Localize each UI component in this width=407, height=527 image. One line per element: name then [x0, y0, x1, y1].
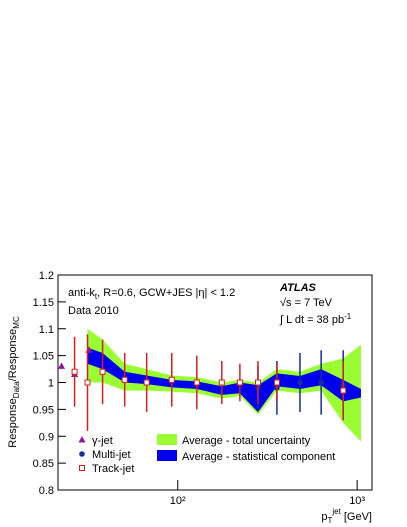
y-tick-label: 0.9: [39, 431, 54, 443]
point: [297, 379, 303, 386]
x-axis-label: pTjet [GeV]: [321, 507, 372, 525]
point: [84, 379, 91, 386]
point: [58, 362, 66, 369]
legend-item: γ-jet: [78, 435, 113, 447]
marks: [58, 334, 347, 431]
y-tick-label: 0.95: [33, 404, 54, 416]
legend-label: γ-jet: [92, 435, 113, 447]
legend-swatch: [157, 450, 177, 461]
x-tick-label: 10²: [170, 495, 186, 507]
point: [340, 387, 347, 394]
annotation: Data 2010: [68, 305, 119, 317]
legend-label: Average - total uncertainty: [182, 435, 311, 447]
experiment-label: ATLAS: [279, 282, 317, 294]
y-tick-label: 1.2: [39, 270, 54, 282]
legend-marker: [79, 465, 85, 471]
point: [254, 379, 261, 386]
legend-label: Track-jet: [92, 463, 134, 475]
annotation: ∫ L dt = 38 pb-1: [279, 312, 352, 326]
point: [121, 376, 128, 383]
annotation: anti-kt, R=0.6, GCW+JES |η| < 1.2: [68, 287, 235, 301]
y-tick-label: 1: [48, 378, 54, 390]
legend-swatch: [157, 434, 177, 445]
point: [236, 379, 243, 386]
y-axis-label: ResponseData/ResponseMC: [7, 316, 21, 448]
legend-item: Track-jet: [79, 463, 134, 475]
y-tick-label: 1.1: [39, 324, 54, 336]
legend-label: Average - statistical component: [182, 451, 335, 463]
point: [168, 376, 175, 383]
point: [218, 379, 225, 386]
point: [273, 379, 280, 386]
point: [143, 379, 150, 386]
point: [193, 379, 200, 386]
y-tick-label: 1.05: [33, 351, 54, 363]
legend-item: Multi-jet: [79, 449, 131, 461]
legend-marker: [79, 451, 85, 457]
point: [71, 368, 78, 375]
y-tick-label: 0.85: [33, 458, 54, 470]
legend-label: Multi-jet: [92, 449, 131, 461]
legend-marker: [78, 436, 86, 443]
band-stat: [87, 347, 361, 413]
annotation: √s = 7 TeV: [280, 297, 333, 309]
point: [99, 368, 106, 375]
point: [318, 379, 324, 386]
x-tick-label: 10³: [349, 495, 365, 507]
y-tick-label: 0.8: [39, 485, 54, 497]
y-tick-label: 1.15: [33, 297, 54, 309]
